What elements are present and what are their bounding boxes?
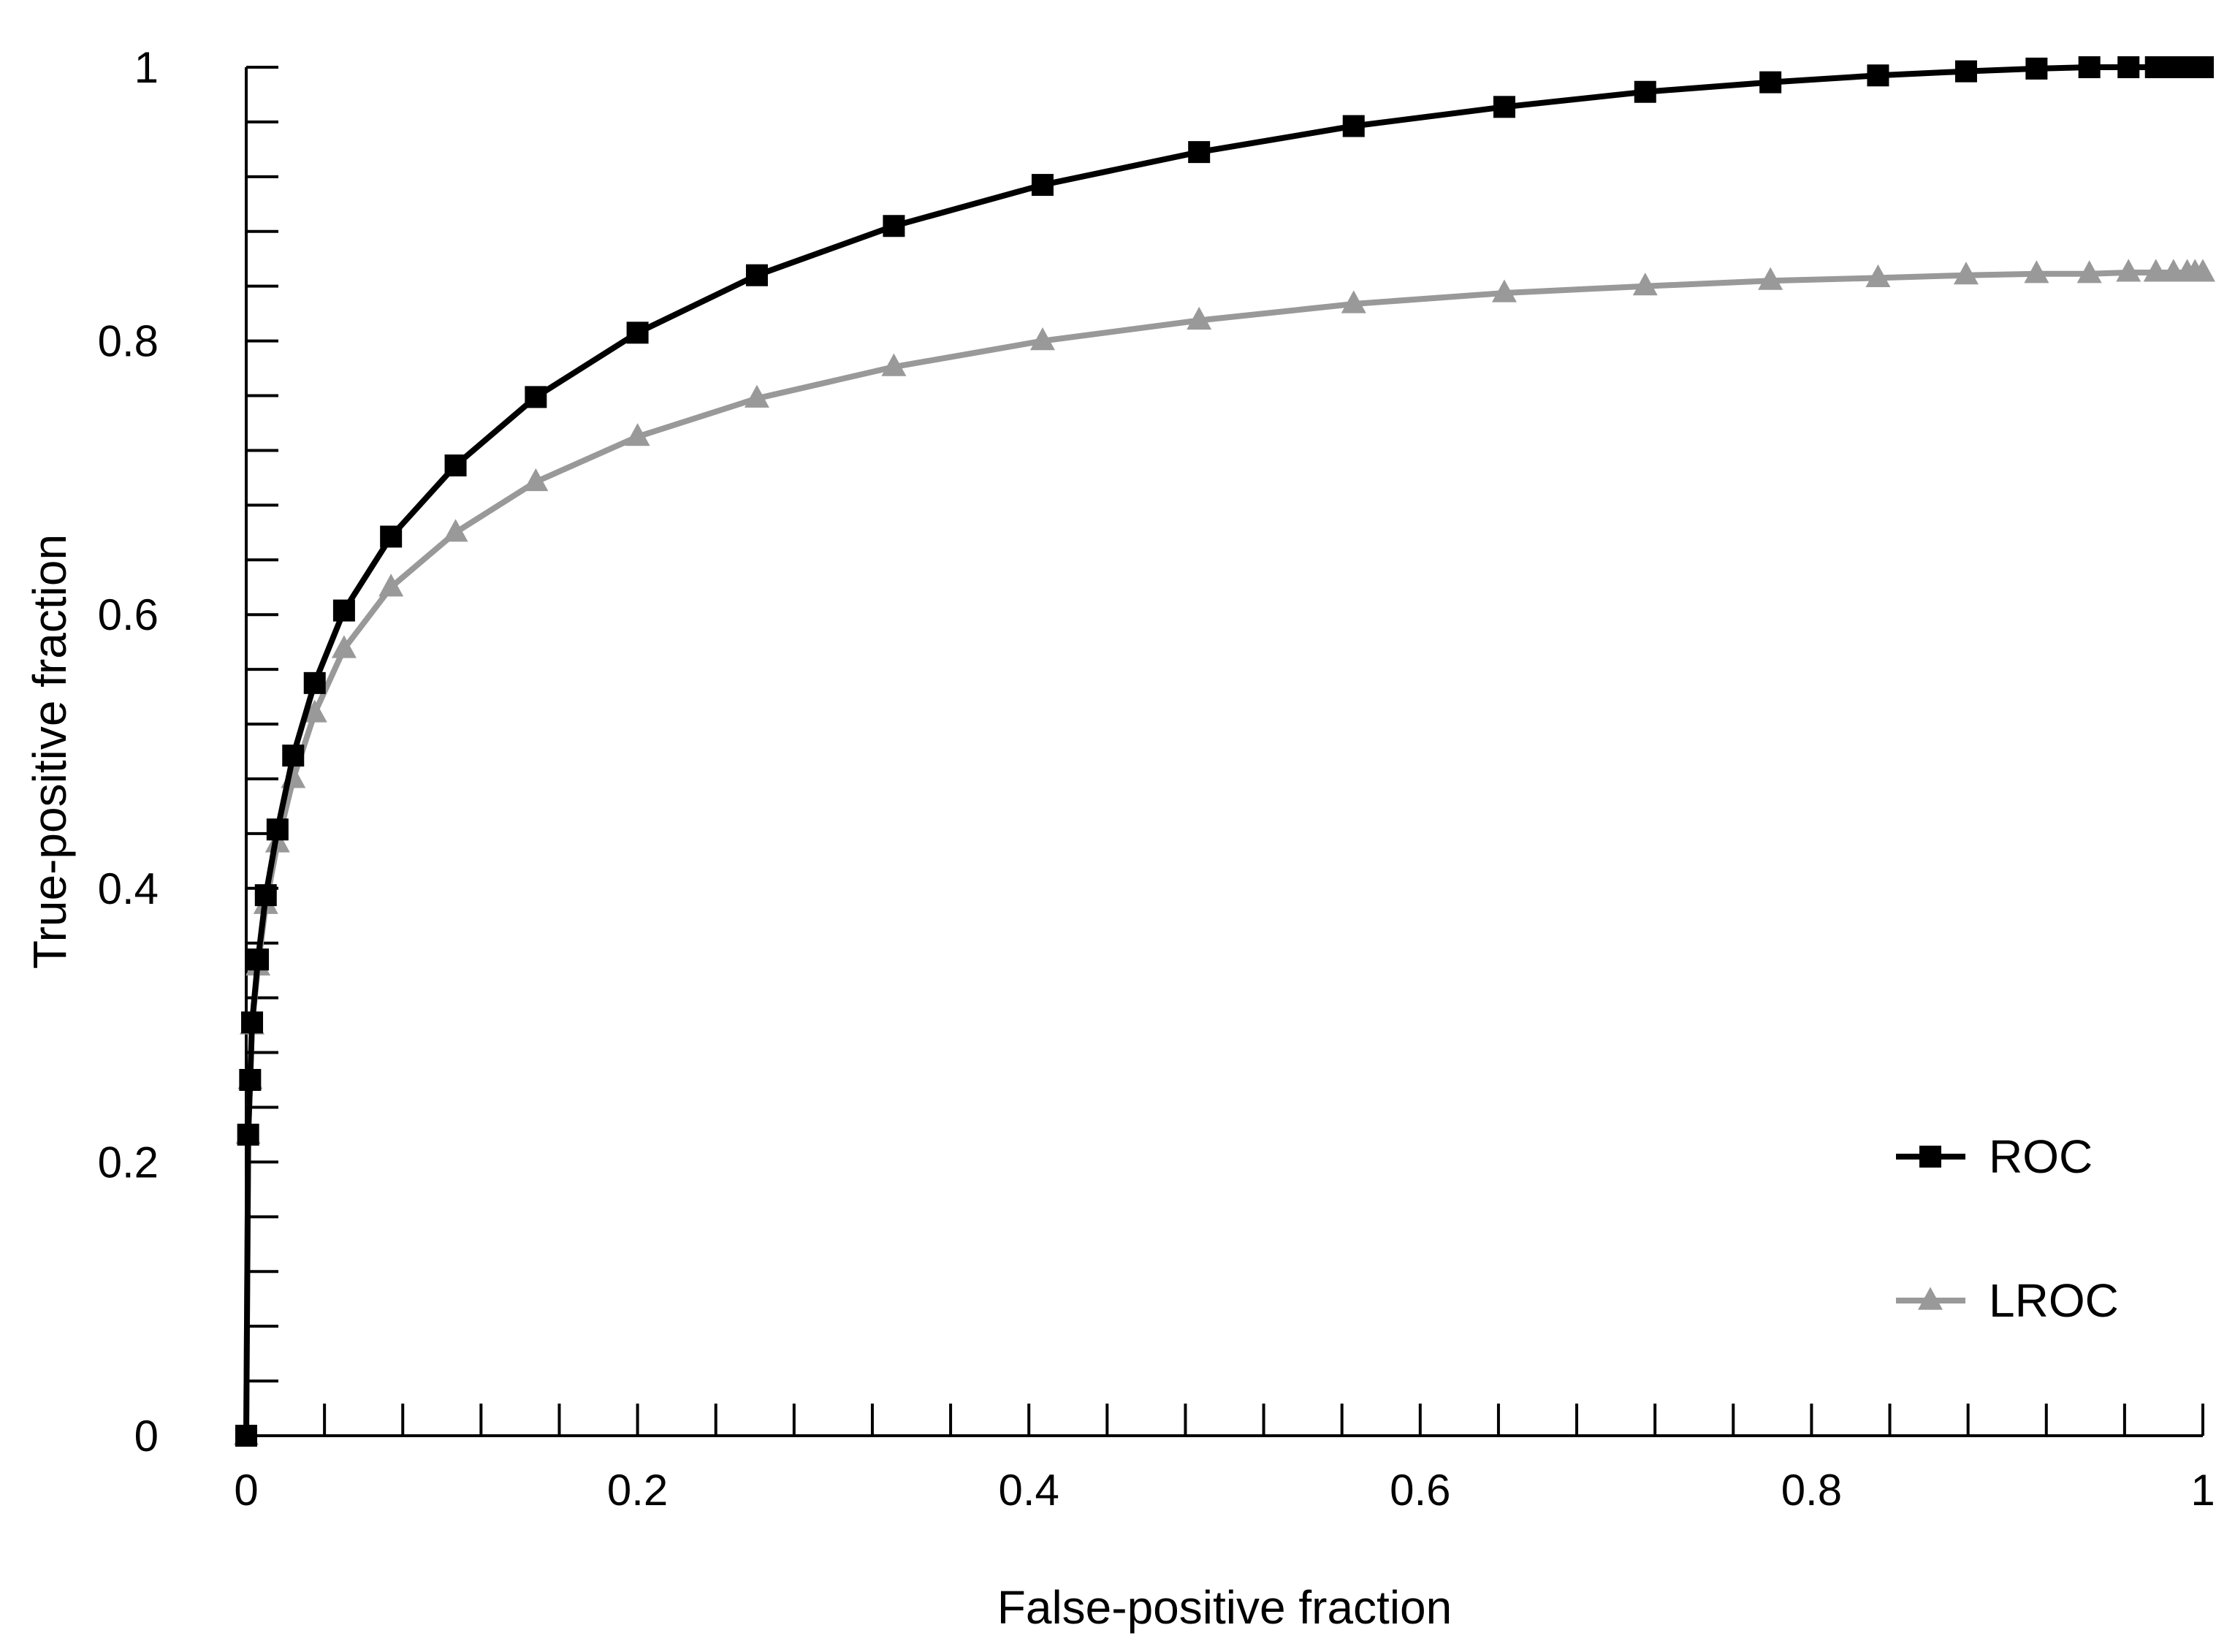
y-tick-label: 0.6: [98, 590, 159, 639]
square-marker: [1919, 1146, 1941, 1168]
square-marker: [1342, 115, 1365, 137]
series-lroc: [234, 259, 2215, 1445]
triangle-marker: [2190, 259, 2215, 282]
x-axis-title: False-positive fraction: [997, 1581, 1452, 1634]
x-tick-label: 0: [234, 1466, 258, 1515]
square-marker: [2192, 56, 2214, 78]
legend-label: LROC: [1989, 1274, 2119, 1327]
square-marker: [2078, 56, 2101, 78]
triangle-marker: [1758, 267, 1783, 290]
legend-item-lroc: LROC: [1896, 1274, 2119, 1327]
y-tick-label: 0: [134, 1412, 159, 1461]
square-marker: [626, 321, 649, 344]
y-tick-label: 1: [134, 43, 159, 92]
square-marker: [237, 1123, 259, 1146]
square-marker: [241, 1011, 264, 1034]
square-marker: [745, 264, 768, 286]
square-marker: [1493, 96, 1515, 118]
square-marker: [247, 948, 270, 971]
triangle-marker: [443, 519, 468, 542]
triangle-marker: [1918, 1287, 1943, 1310]
legend-label: ROC: [1989, 1130, 2093, 1183]
x-tick-label: 0.2: [607, 1466, 668, 1515]
triangle-marker: [331, 635, 357, 658]
triangle-marker: [1865, 264, 1891, 288]
y-tick-label: 0.8: [98, 317, 159, 366]
triangle-marker: [523, 468, 549, 492]
triangle-marker: [2143, 259, 2169, 282]
legend-item-roc: ROC: [1896, 1130, 2093, 1183]
square-marker: [1954, 60, 1977, 83]
series-line: [243, 270, 2203, 1436]
triangle-marker: [378, 574, 404, 597]
triangle-marker: [2116, 259, 2141, 282]
triangle-marker: [1632, 273, 1658, 296]
triangle-marker: [625, 423, 650, 446]
y-tick-label: 0.2: [98, 1138, 159, 1187]
triangle-marker: [1341, 290, 1366, 313]
square-marker: [380, 525, 403, 548]
y-tick-label: 0.4: [98, 864, 159, 913]
series-roc: [235, 56, 2214, 1447]
legend: ROC LROC: [1896, 1130, 2119, 1327]
square-marker: [239, 1069, 262, 1092]
x-tick-label: 0.8: [1781, 1466, 1842, 1515]
square-marker: [1634, 80, 1656, 103]
triangle-marker: [1187, 306, 1212, 330]
square-marker: [254, 884, 277, 907]
square-marker: [444, 454, 467, 477]
square-marker: [525, 386, 547, 408]
square-marker: [1188, 141, 1211, 164]
x-tick-label: 0.4: [998, 1466, 1059, 1515]
square-marker: [1759, 71, 1782, 94]
square-marker: [2025, 57, 2048, 80]
square-marker: [332, 599, 355, 622]
square-marker: [1867, 64, 1889, 87]
series-line: [243, 64, 2203, 1436]
triangle-marker: [1029, 327, 1055, 351]
axes: 0 0.2 0.4 0.6 0.8 1 0 0.2 0.4 0.6 0.8 1: [98, 43, 2215, 1515]
series-layer: [234, 56, 2215, 1447]
triangle-marker: [1491, 279, 1517, 302]
square-marker: [235, 1425, 257, 1447]
triangle-marker: [881, 353, 907, 376]
triangle-marker: [2024, 260, 2049, 283]
x-tick-label: 1: [2190, 1466, 2215, 1515]
square-marker: [2117, 56, 2140, 78]
square-marker: [266, 818, 289, 841]
square-marker: [282, 745, 305, 767]
triangle-marker: [1953, 262, 1979, 285]
x-tick-label: 0.6: [1390, 1466, 1450, 1515]
y-axis-title: True-positive fraction: [23, 534, 76, 969]
square-marker: [303, 671, 326, 694]
square-marker: [1031, 174, 1054, 197]
triangle-marker: [302, 699, 327, 723]
triangle-marker: [2076, 260, 2102, 283]
triangle-marker: [744, 384, 769, 408]
square-marker: [883, 215, 905, 237]
